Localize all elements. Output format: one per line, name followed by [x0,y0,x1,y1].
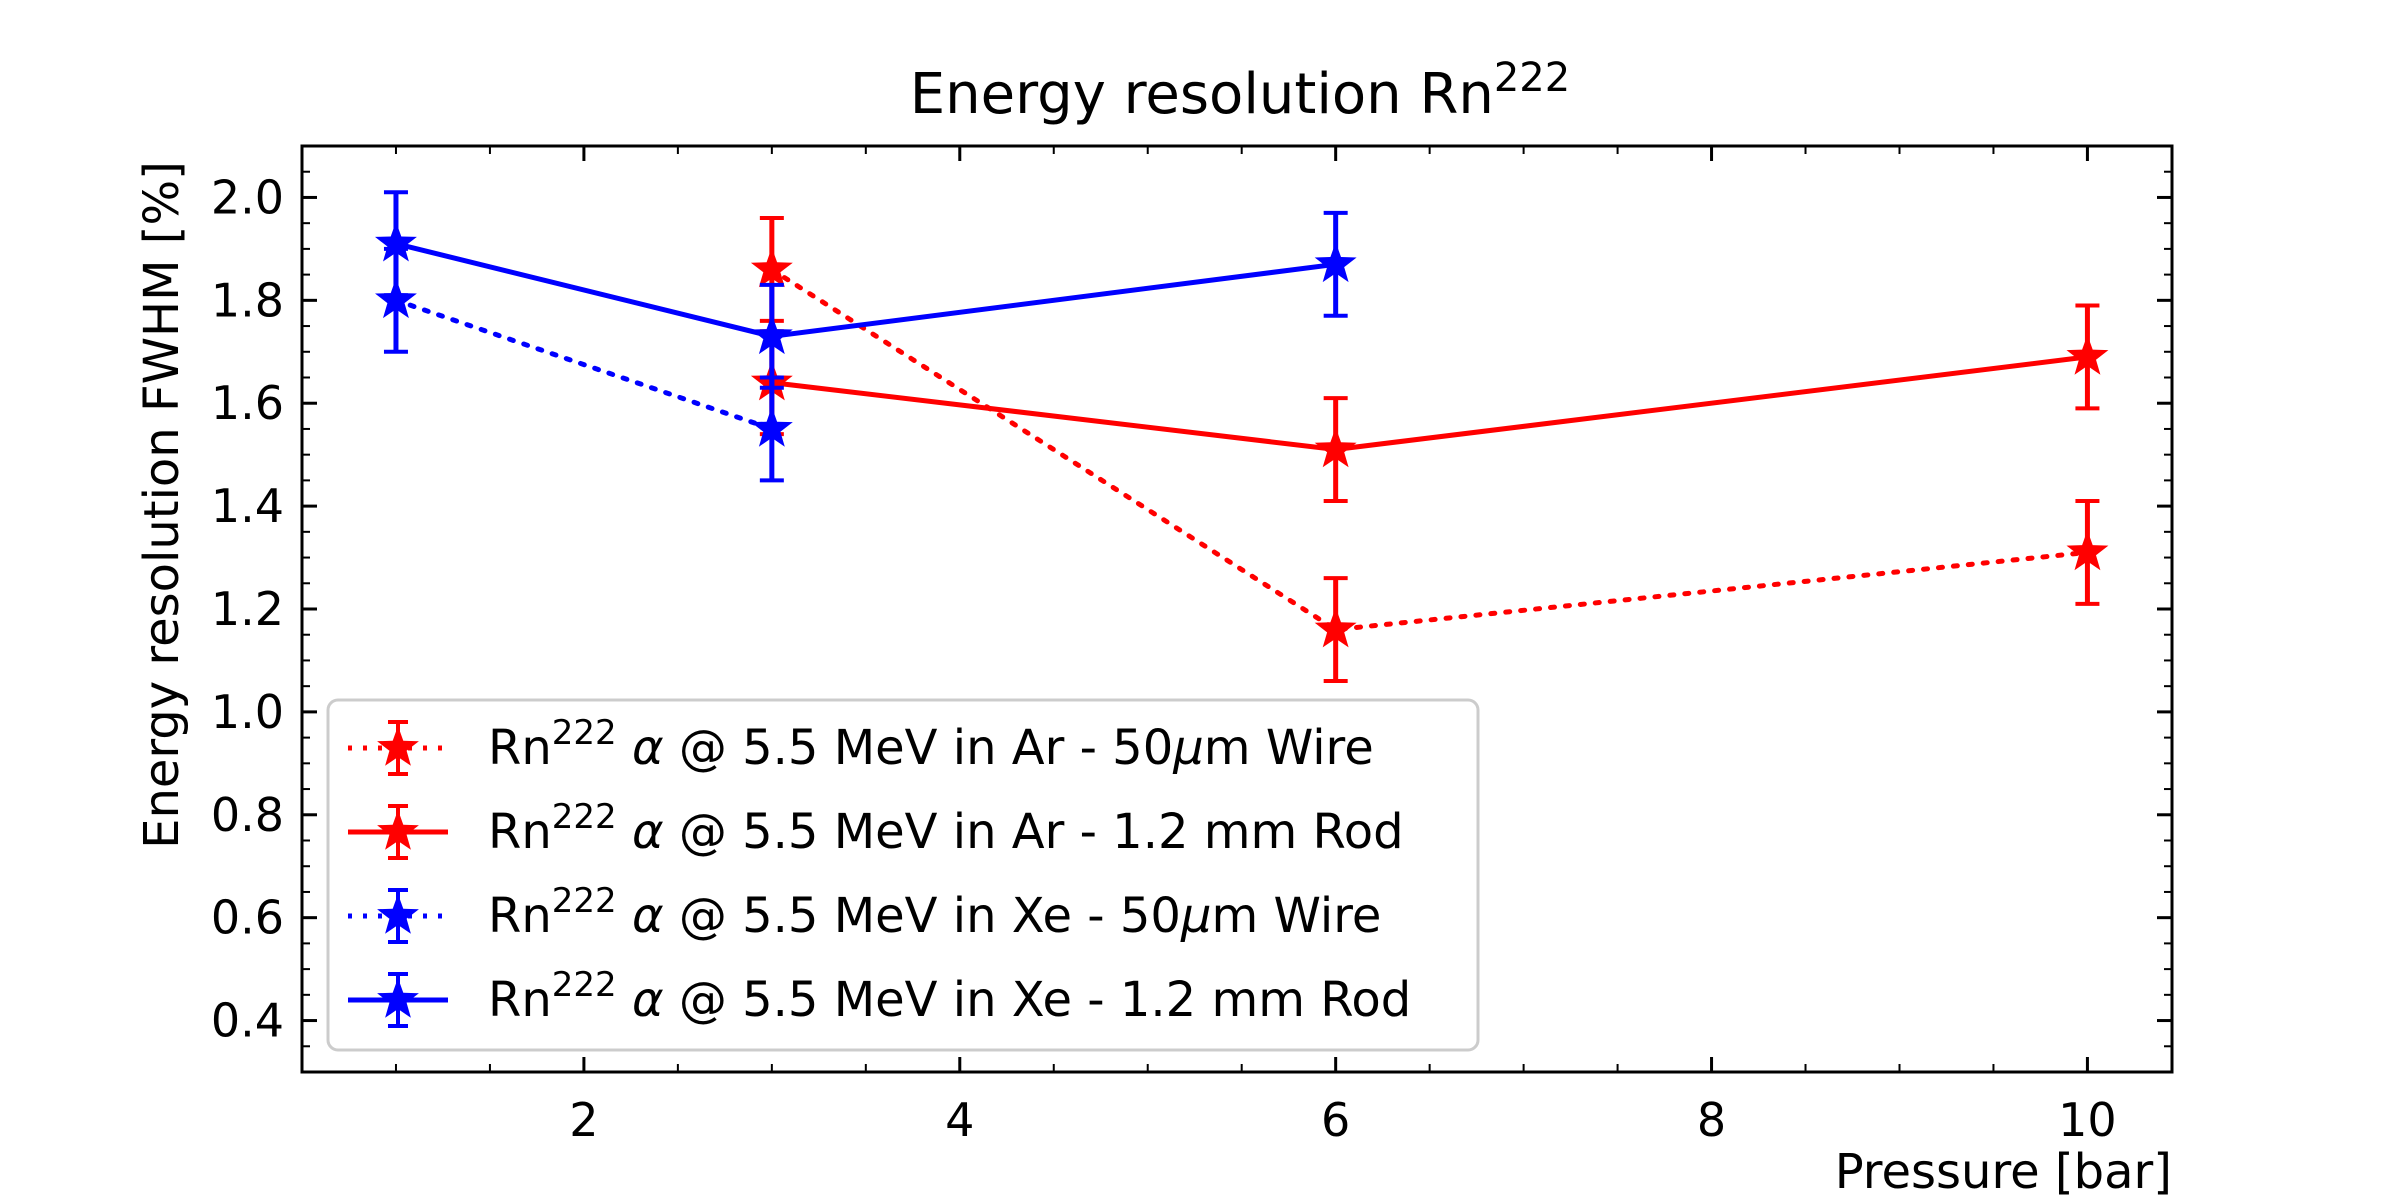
plot-area [375,190,2109,684]
x-tick-label: 8 [1697,1093,1726,1147]
x-tick-label: 4 [945,1093,974,1147]
legend-label-prefix: Rn [488,804,552,860]
legend-label-space [617,720,632,776]
legend-star-marker [377,726,419,766]
y-tick-label: 0.4 [211,994,284,1048]
legend-entry-1: Rn222 α @ 5.5 MeV in Ar - 1.2 mm Rod [348,797,1404,860]
series-0 [750,216,2109,684]
x-tick-label: 10 [2058,1093,2117,1147]
legend-label: Rn222 α @ 5.5 MeV in Ar - 50μm Wire [488,713,1374,776]
legend-label-space [617,888,632,944]
legend-label-mid: @ 5.5 MeV in Ar - 1.2 mm Rod [664,804,1404,860]
y-tick-label: 0.8 [211,788,284,842]
axes: 2 4 6 8 10 0.4 0.6 0.8 1.0 1.2 1.4 1.6 1.8 2.0 [211,145,2172,1147]
legend-label-greek: α [632,720,664,776]
y-tick-label: 1.4 [211,479,284,533]
legend-entry-3: Rn222 α @ 5.5 MeV in Xe - 1.2 mm Rod [348,965,1411,1028]
legend-label-mu: μ [1172,720,1204,776]
star-marker [750,247,793,288]
series-line [393,241,1339,339]
legend-star-marker [377,978,419,1018]
x-tick-label: 6 [1321,1093,1350,1147]
star-marker [750,406,793,447]
series-line [769,354,2090,453]
y-tick-label: 1.8 [211,273,284,327]
star-marker [1314,427,1357,468]
chart-title: Energy resolution Rn222 [910,55,1570,127]
legend-label-sup: 222 [552,965,617,1005]
legend-label-prefix: Rn [488,720,552,776]
star-marker [375,221,417,262]
legend-label: Rn222 α @ 5.5 MeV in Xe - 1.2 mm Rod [488,965,1411,1028]
chart-title-main: Energy resolution Rn [910,62,1494,127]
legend-label-mid: @ 5.5 MeV in Xe - 50 [664,888,1181,944]
y-tick-label: 1.6 [211,376,284,430]
legend-label-greek: α [632,888,664,944]
legend-label-greek: α [632,804,664,860]
legend-entry-2: Rn222 α @ 5.5 MeV in Xe - 50μm Wire [348,881,1381,944]
legend-label-mu: μ [1180,888,1212,944]
y-tick-label: 1.2 [211,582,284,636]
legend-box [326,698,1480,1052]
series-2 [375,246,793,483]
legend-label-mid: @ 5.5 MeV in Xe - 1.2 mm Rod [664,972,1412,1028]
legend-label-sup: 222 [552,797,617,837]
legend-label-prefix: Rn [488,972,552,1028]
series-line [393,297,775,432]
legend-label-tail: m Wire [1204,720,1374,776]
legend: Rn222 α @ 5.5 MeV in Ar - 50μm WireRn222… [326,698,1480,1052]
star-marker [1314,242,1357,283]
x-axis-label: Pressure [bar] [1835,1144,2172,1200]
legend-star-marker [377,894,419,934]
legend-label-greek: α [632,972,664,1028]
legend-label-space [617,804,632,860]
series-1 [750,303,2109,503]
star-marker [1314,607,1357,648]
legend-label-mid: @ 5.5 MeV in Ar - 50 [664,720,1174,776]
legend-entry-0: Rn222 α @ 5.5 MeV in Ar - 50μm Wire [348,713,1374,776]
y-tick-label: 1.0 [211,685,284,739]
star-marker [750,314,793,355]
star-marker [2066,530,2109,571]
series-3 [375,190,1357,390]
y-tick-label: 2.0 [211,170,284,224]
y-tick-label: 0.6 [211,891,284,945]
x-tick-label: 2 [569,1093,598,1147]
legend-label-space [617,972,632,1028]
legend-label-tail: m Wire [1211,888,1381,944]
star-marker [375,278,417,319]
legend-label: Rn222 α @ 5.5 MeV in Ar - 1.2 mm Rod [488,797,1404,860]
legend-star-marker [377,810,419,850]
legend-label-prefix: Rn [488,888,552,944]
series-line [769,267,2090,633]
legend-label-sup: 222 [552,713,617,753]
legend-label: Rn222 α @ 5.5 MeV in Xe - 50μm Wire [488,881,1381,944]
star-marker [2066,334,2109,375]
y-axis-label: Energy resolution FWHM [%] [134,161,190,849]
chart-title-sup: 222 [1494,55,1570,101]
legend-label-sup: 222 [552,881,617,921]
